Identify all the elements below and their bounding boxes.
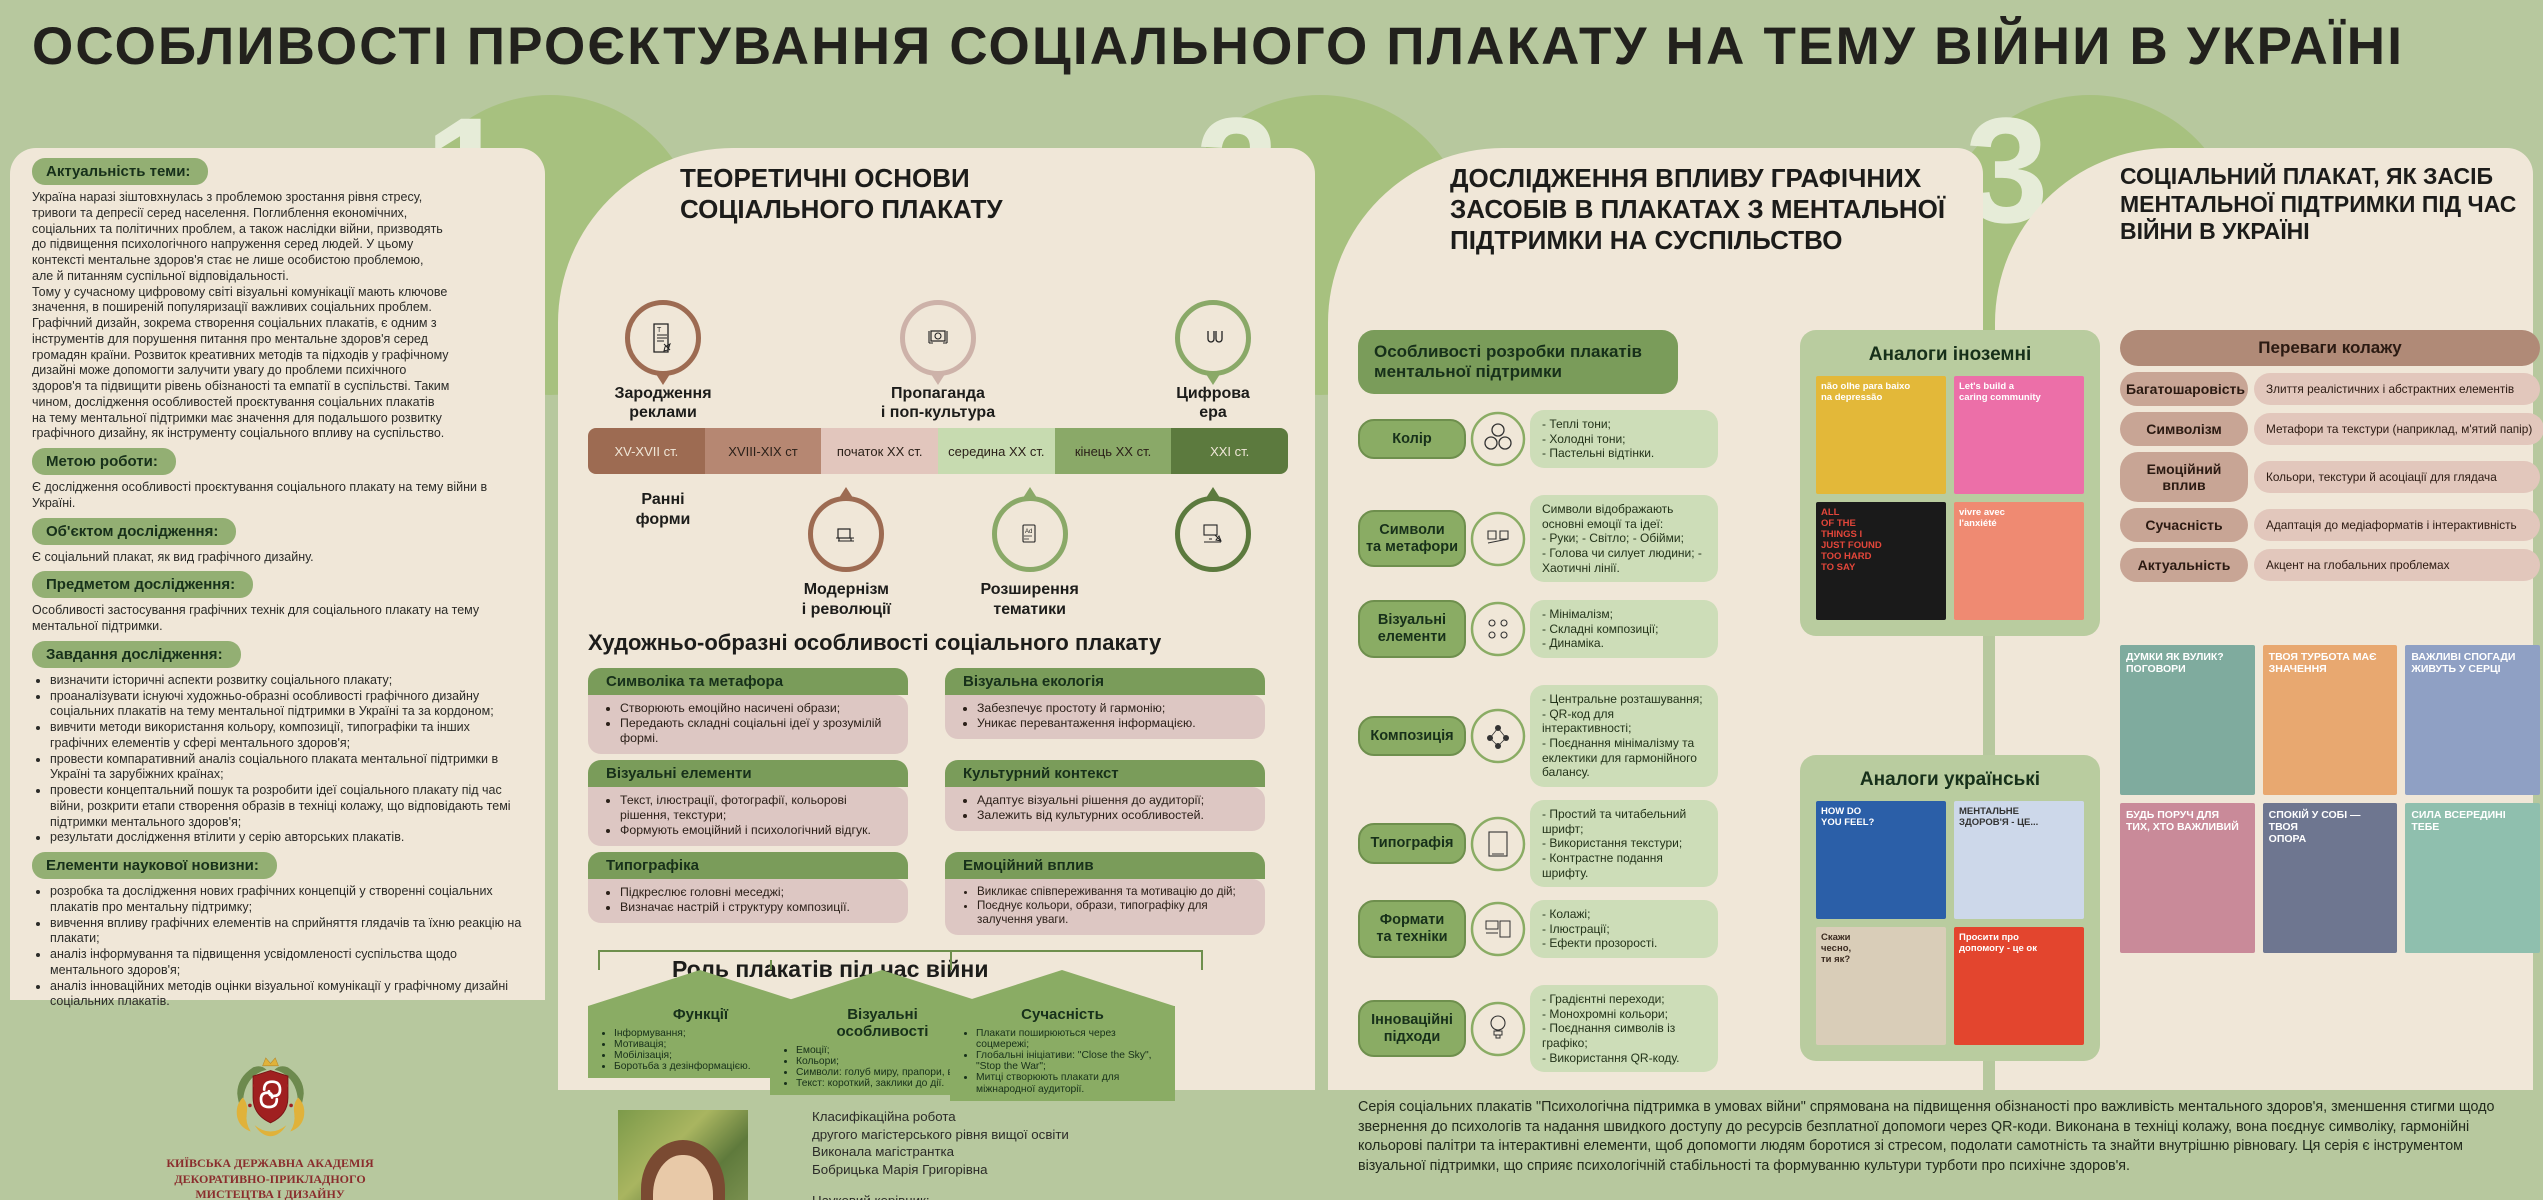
svg-text:T: T (657, 327, 662, 334)
svg-text:Ad: Ad (1025, 529, 1032, 535)
